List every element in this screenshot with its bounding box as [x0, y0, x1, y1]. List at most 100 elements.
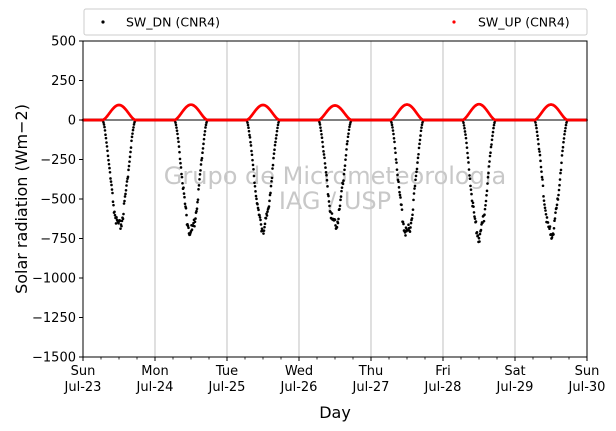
data-point — [131, 128, 135, 132]
data-point — [537, 142, 540, 146]
data-point — [345, 142, 349, 146]
data-point — [347, 128, 351, 132]
data-point — [542, 199, 546, 202]
data-point — [335, 225, 339, 229]
data-point — [564, 126, 567, 130]
data-point — [393, 140, 396, 144]
data-point — [397, 180, 400, 184]
data-point — [409, 221, 413, 225]
x-tick-date: Jul-29 — [496, 380, 534, 395]
data-point — [486, 175, 490, 179]
data-point — [174, 123, 178, 127]
data-point — [253, 181, 256, 185]
data-point — [184, 206, 188, 210]
legend-label-sw-up: SW_UP (CNR4) — [478, 15, 570, 30]
data-point — [250, 149, 253, 153]
data-point — [491, 130, 495, 134]
data-point — [267, 205, 271, 208]
data-point — [273, 148, 276, 152]
data-point — [196, 198, 200, 201]
legend-label-sw-dn: SW_DN (CNR4) — [126, 15, 220, 30]
data-point — [179, 166, 183, 169]
data-point — [399, 196, 402, 199]
data-point — [487, 171, 490, 175]
x-tick-date: Jul-24 — [136, 380, 174, 395]
data-point — [105, 145, 109, 148]
data-point — [394, 151, 397, 155]
data-point — [559, 168, 563, 172]
data-point — [274, 140, 277, 144]
data-point — [472, 211, 476, 214]
data-point — [392, 132, 395, 136]
data-point — [545, 216, 549, 219]
data-point — [259, 223, 263, 226]
data-point — [537, 147, 541, 151]
data-point — [132, 123, 136, 126]
data-point — [418, 138, 422, 142]
data-point — [265, 214, 269, 217]
data-point — [462, 124, 466, 127]
data-point — [322, 153, 326, 156]
data-point — [204, 123, 208, 127]
data-point — [272, 156, 275, 160]
data-point — [256, 202, 259, 206]
data-point — [263, 222, 267, 226]
data-point — [177, 140, 180, 144]
data-point — [132, 126, 135, 129]
data-point — [337, 217, 340, 221]
data-point — [343, 164, 347, 167]
data-point — [536, 134, 539, 137]
data-point — [253, 184, 257, 188]
data-point — [488, 154, 492, 158]
x-tick-weekday: Sun — [71, 364, 96, 379]
data-point — [543, 206, 547, 210]
data-point — [323, 162, 327, 165]
data-point — [465, 141, 468, 145]
data-point — [257, 208, 260, 212]
data-point — [390, 121, 393, 124]
y-tick-label: 0 — [68, 114, 76, 129]
data-point — [472, 205, 475, 208]
data-point — [333, 218, 337, 222]
data-point — [246, 121, 249, 124]
data-point — [195, 207, 199, 210]
data-point — [104, 136, 108, 140]
legend: SW_DN (CNR4) SW_UP (CNR4) — [83, 8, 588, 36]
data-point — [326, 185, 329, 188]
data-point — [404, 234, 407, 237]
data-point — [562, 137, 566, 140]
data-point — [391, 129, 395, 132]
data-point — [204, 126, 207, 129]
data-point — [473, 215, 476, 218]
data-point — [201, 147, 205, 150]
data-point — [123, 199, 126, 203]
data-point — [108, 170, 112, 174]
data-point — [258, 213, 261, 217]
data-point — [396, 173, 399, 177]
data-point — [555, 203, 559, 207]
data-point — [270, 176, 274, 180]
data-point — [475, 231, 479, 234]
data-point — [328, 204, 331, 208]
data-point — [320, 136, 324, 140]
data-point — [558, 178, 562, 181]
data-point — [249, 140, 252, 144]
watermark-line-1: Grupo de Micrometeorologia — [164, 162, 506, 190]
data-point — [412, 192, 416, 195]
data-point — [492, 123, 496, 127]
data-point — [473, 217, 477, 220]
data-point — [197, 184, 201, 187]
data-point — [400, 203, 403, 207]
x-tick-date: Jul-27 — [352, 380, 390, 395]
data-point — [248, 136, 252, 139]
data-point — [120, 224, 123, 228]
data-point — [128, 160, 131, 163]
data-point — [200, 156, 204, 160]
data-point — [126, 175, 130, 179]
data-point — [324, 171, 328, 174]
data-point — [550, 236, 554, 239]
x-tick-weekday: Sat — [504, 364, 525, 379]
data-point — [478, 240, 481, 243]
data-point — [546, 221, 550, 224]
legend-frame — [83, 8, 588, 36]
